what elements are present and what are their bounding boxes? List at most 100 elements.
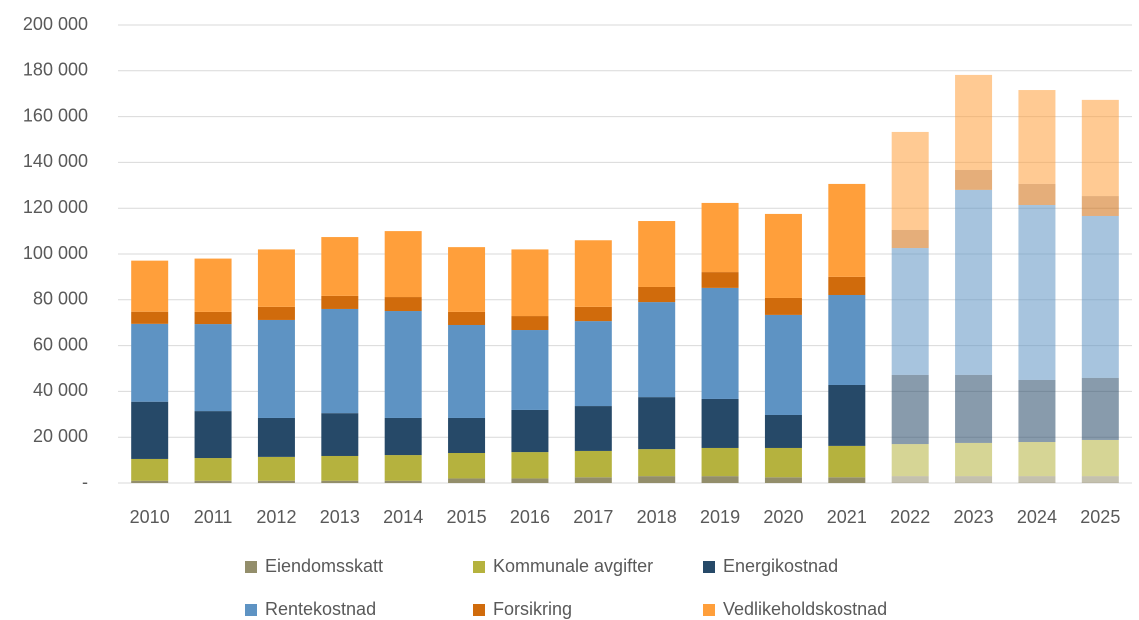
- bar-segment: [764, 297, 802, 315]
- bar-segment: [511, 249, 549, 317]
- bar-segment: [384, 417, 422, 456]
- bar-segment: [448, 417, 486, 454]
- bar-segment: [194, 258, 232, 312]
- legend-label: Forsikring: [493, 599, 572, 619]
- bar-segment: [828, 384, 866, 446]
- bar-segment: [701, 398, 739, 448]
- bar-segment: [638, 476, 676, 483]
- bar-segment: [891, 476, 929, 483]
- legend-swatch: [245, 561, 257, 573]
- bar-segment: [448, 478, 486, 483]
- bar-segment: [257, 319, 295, 418]
- bar-segment: [1018, 204, 1056, 380]
- bar-segment: [574, 321, 612, 407]
- bar-segment: [638, 302, 676, 398]
- legend-swatch: [703, 561, 715, 573]
- legend-swatch: [703, 604, 715, 616]
- bar-segment: [955, 374, 993, 443]
- bar-segment: [764, 447, 802, 478]
- x-tick-label: 2019: [700, 507, 740, 527]
- x-tick-label: 2010: [130, 507, 170, 527]
- bar-segment: [891, 374, 929, 445]
- bar-segment: [764, 213, 802, 298]
- legend-swatch: [245, 604, 257, 616]
- x-tick-label: 2017: [573, 507, 613, 527]
- bar-segment: [321, 480, 359, 483]
- x-tick-label: 2014: [383, 507, 423, 527]
- bar-segment: [448, 247, 486, 312]
- bar-segment: [955, 74, 993, 170]
- bar-segment: [257, 306, 295, 320]
- bar-segment: [257, 480, 295, 483]
- bar-segment: [955, 442, 993, 477]
- bar-segment: [638, 221, 676, 287]
- bar-segment: [511, 316, 549, 331]
- y-tick-label: 180 000: [23, 60, 88, 80]
- bar-segment: [638, 397, 676, 450]
- bar-segment: [955, 169, 993, 190]
- bar-segment: [891, 248, 929, 375]
- bar-segment: [448, 311, 486, 325]
- bar-segment: [574, 477, 612, 483]
- bar-segment: [131, 458, 169, 481]
- bar-segment: [131, 401, 169, 459]
- x-tick-label: 2021: [827, 507, 867, 527]
- bar-segment: [131, 480, 169, 483]
- bar-segment: [828, 445, 866, 478]
- bar-segment: [194, 458, 232, 481]
- legend-label: Kommunale avgifter: [493, 556, 653, 576]
- legend-swatch: [473, 604, 485, 616]
- y-tick-label: 160 000: [23, 105, 88, 125]
- bar-segment: [131, 323, 169, 402]
- bar-segment: [194, 311, 232, 325]
- legend-label: Rentekostnad: [265, 599, 376, 619]
- x-tick-label: 2022: [890, 507, 930, 527]
- x-tick-label: 2018: [637, 507, 677, 527]
- x-tick-label: 2015: [447, 507, 487, 527]
- bar-segment: [701, 287, 739, 399]
- x-tick-label: 2020: [763, 507, 803, 527]
- bar-segment: [701, 476, 739, 483]
- bar-segment: [384, 311, 422, 418]
- bar-segment: [764, 314, 802, 415]
- bar-segment: [828, 183, 866, 277]
- bar-segment: [1018, 442, 1056, 477]
- x-tick-label: 2025: [1080, 507, 1120, 527]
- x-tick-label: 2023: [954, 507, 994, 527]
- bar-segment: [194, 480, 232, 483]
- y-tick-label: 60 000: [33, 334, 88, 354]
- bar-segment: [638, 286, 676, 303]
- bar-segment: [257, 417, 295, 457]
- bar-segment: [448, 453, 486, 479]
- x-tick-label: 2024: [1017, 507, 1057, 527]
- bar-segment: [955, 189, 993, 375]
- bar-segment: [1018, 183, 1056, 205]
- y-tick-label: 120 000: [23, 197, 88, 217]
- y-tick-label: 200 000: [23, 14, 88, 34]
- bar-segment: [1018, 379, 1056, 443]
- bar-segment: [194, 411, 232, 459]
- bar-segment: [1018, 476, 1056, 483]
- bar-segment: [321, 237, 359, 296]
- bar-segment: [701, 202, 739, 273]
- bar-segment: [257, 249, 295, 307]
- y-tick-label: 100 000: [23, 243, 88, 263]
- y-tick-label: 140 000: [23, 151, 88, 171]
- bar-segment: [384, 480, 422, 483]
- bar-segment: [701, 272, 739, 288]
- bar-segment: [257, 456, 295, 481]
- bar-segment: [384, 455, 422, 481]
- bar-segment: [638, 449, 676, 477]
- y-tick-label: 40 000: [33, 380, 88, 400]
- bar-segment: [1081, 196, 1119, 216]
- bar-segment: [194, 324, 232, 412]
- bar-segment: [131, 311, 169, 324]
- bar-segment: [384, 297, 422, 312]
- x-tick-label: 2011: [194, 507, 233, 527]
- x-tick-label: 2013: [320, 507, 360, 527]
- bar-segment: [1081, 215, 1119, 378]
- bar-segment: [891, 444, 929, 477]
- bar-segment: [511, 478, 549, 483]
- bar-segment: [321, 295, 359, 309]
- x-tick-label: 2016: [510, 507, 550, 527]
